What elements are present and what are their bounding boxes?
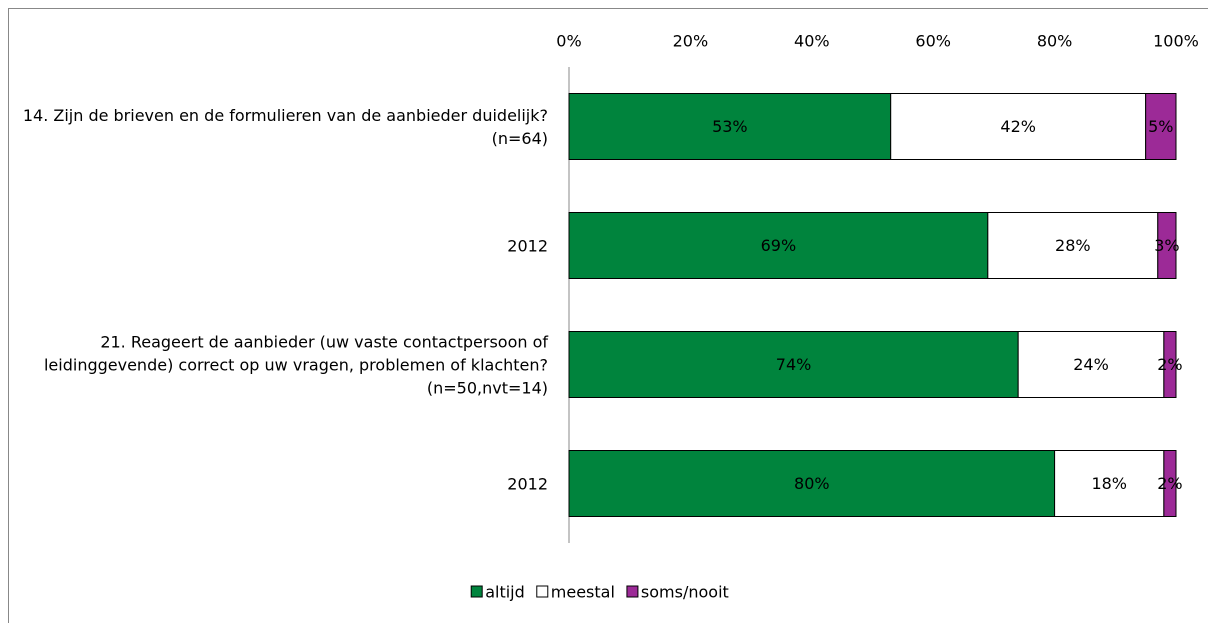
legend-swatch xyxy=(626,585,639,598)
legend-label: soms/nooit xyxy=(641,583,729,602)
category-label: 21. Reageert de aanbieder (uw vaste cont… xyxy=(43,332,548,397)
value-label: 69% xyxy=(761,236,797,255)
x-tick-label: 40% xyxy=(794,32,830,51)
bar-segment xyxy=(987,212,1159,279)
bar-segment xyxy=(1163,331,1177,398)
value-label: 28% xyxy=(1055,236,1091,255)
legend-swatch xyxy=(536,585,549,598)
x-tick-label: 20% xyxy=(673,32,709,51)
value-label: 2% xyxy=(1157,474,1182,493)
value-label: 24% xyxy=(1073,355,1109,374)
legend-label: altijd xyxy=(485,583,525,602)
bar-segment xyxy=(1017,331,1165,398)
value-label: 74% xyxy=(776,355,812,374)
value-label: 80% xyxy=(794,474,830,493)
value-label: 42% xyxy=(1000,117,1036,136)
value-label: 53% xyxy=(712,117,748,136)
category-label: 2012 xyxy=(507,474,548,493)
bar-segment xyxy=(1145,93,1177,160)
value-label: 3% xyxy=(1154,236,1179,255)
bar-segment xyxy=(890,93,1147,160)
value-label: 2% xyxy=(1157,355,1182,374)
category-label: 2012 xyxy=(507,236,548,255)
x-tick-label: 80% xyxy=(1037,32,1073,51)
chart-border xyxy=(8,8,1208,623)
bar-segment xyxy=(568,450,1056,517)
legend-swatch xyxy=(470,585,483,598)
legend-label: meestal xyxy=(551,583,615,602)
x-tick-label: 100% xyxy=(1153,32,1199,51)
value-label: 5% xyxy=(1148,117,1173,136)
bar-segment xyxy=(1163,450,1177,517)
bar-segment xyxy=(568,212,989,279)
value-label: 18% xyxy=(1091,474,1127,493)
bar-segment xyxy=(568,331,1019,398)
x-tick-label: 60% xyxy=(915,32,951,51)
bar-segment xyxy=(1157,212,1177,279)
x-tick-label: 0% xyxy=(556,32,581,51)
category-label: 14. Zijn de brieven en de formulieren va… xyxy=(22,105,548,148)
